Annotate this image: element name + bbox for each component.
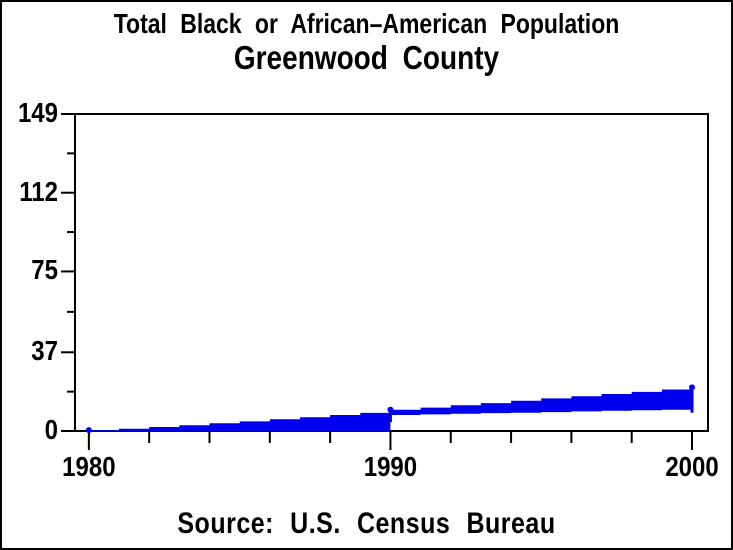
source-footnote: Source: U.S. Census Bureau [177, 506, 556, 541]
chart-title: Total Black or African–American Populati… [113, 7, 620, 40]
x-tick-label-2000: 2000 [665, 451, 719, 483]
band-series-1990s [390, 387, 692, 415]
y-tick-label-149: 149 [17, 97, 58, 129]
plot-frame [74, 113, 709, 432]
chart-subtitle: Greenwood County [233, 38, 500, 76]
data-marker-vbar [388, 407, 392, 423]
y-tick-label-37: 37 [31, 336, 58, 368]
y-tick-label-0: 0 [44, 414, 58, 446]
y-tick-label-75: 75 [31, 255, 58, 287]
area-series-1980s [88, 410, 391, 431]
data-marker-vbar [690, 386, 694, 413]
x-tick-label-1980: 1980 [62, 451, 116, 483]
data-marker-dot [85, 427, 92, 434]
x-tick-label-1990: 1990 [363, 451, 418, 483]
y-tick-label-112: 112 [19, 176, 58, 208]
